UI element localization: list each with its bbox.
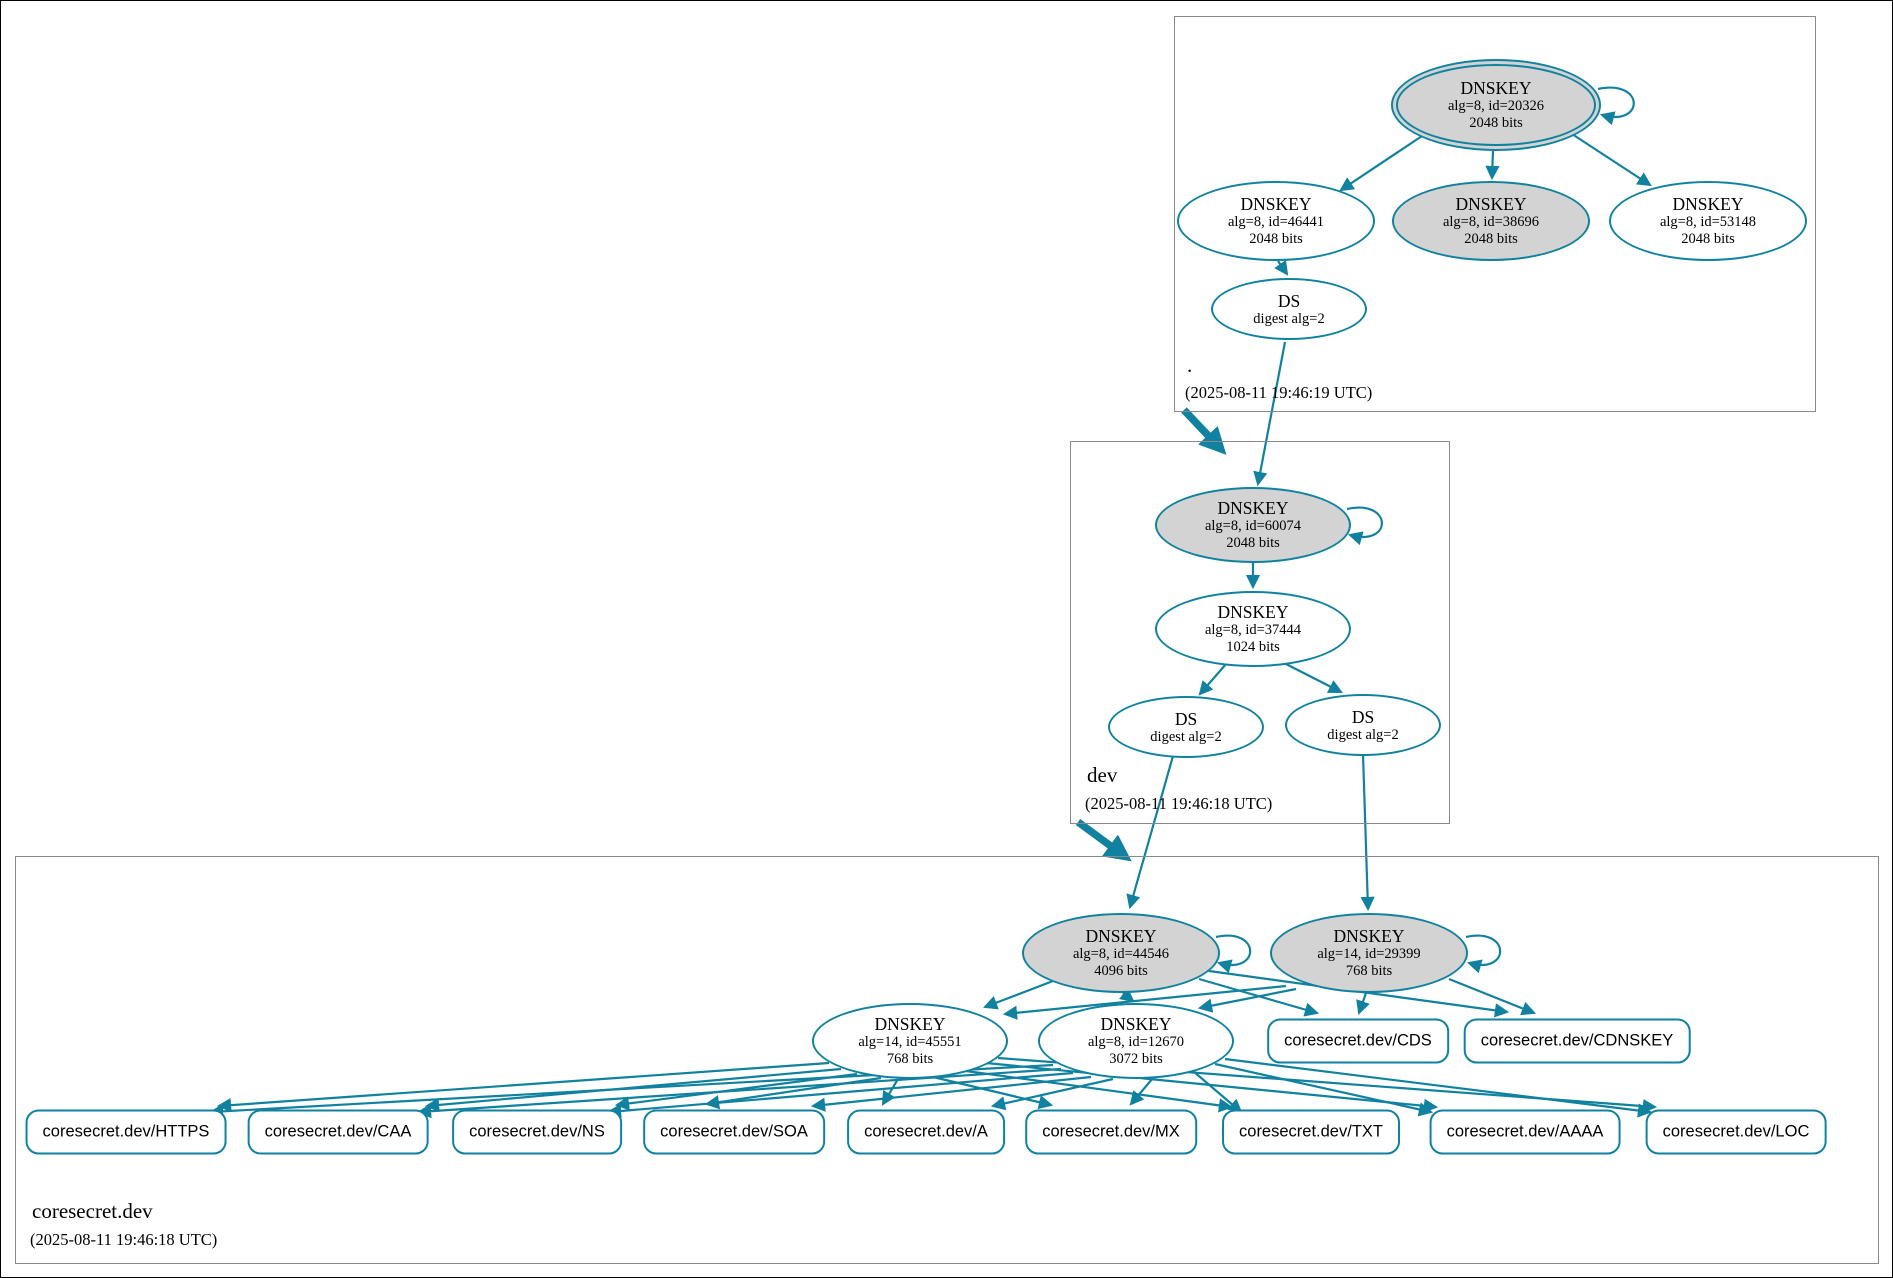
rrset-soa: coresecret.dev/SOA xyxy=(643,1109,825,1155)
node-alg-id: alg=8, id=12670 xyxy=(1087,1034,1185,1051)
dev-zone-label: dev xyxy=(1087,763,1118,787)
rrset-txt: coresecret.dev/TXT xyxy=(1222,1109,1400,1155)
dev-ksk-dnskey-node: DNSKEY alg=8, id=60074 2048 bits xyxy=(1155,487,1351,563)
node-alg-id: alg=8, id=38696 xyxy=(1442,214,1540,231)
coresecret-zone-box xyxy=(15,856,1879,1264)
root-zone-box xyxy=(1174,16,1816,412)
node-title: DNSKEY xyxy=(1217,498,1289,519)
coresecret-ksk-29399-node: DNSKEY alg=14, id=29399 768 bits xyxy=(1270,913,1468,993)
dev-ds-left-node: DS digest alg=2 xyxy=(1108,696,1264,758)
rrset-cds: coresecret.dev/CDS xyxy=(1267,1018,1449,1064)
node-bits: 3072 bits xyxy=(1109,1051,1163,1068)
node-alg-id: alg=8, id=20326 xyxy=(1447,98,1545,115)
root-dnskey-53148-node: DNSKEY alg=8, id=53148 2048 bits xyxy=(1609,181,1807,261)
coresecret-zsk-12670-node: DNSKEY alg=8, id=12670 3072 bits xyxy=(1038,1003,1234,1079)
root-zsk-dnskey-node: DNSKEY alg=8, id=46441 2048 bits xyxy=(1177,181,1375,261)
node-title: DS xyxy=(1351,706,1375,727)
rrset-cdnskey: coresecret.dev/CDNSKEY xyxy=(1463,1018,1691,1064)
root-ksk-dnskey-node: DNSKEY alg=8, id=20326 2048 bits xyxy=(1391,59,1601,151)
node-bits: 2048 bits xyxy=(1249,231,1303,248)
root-dnskey-38696-node: DNSKEY alg=8, id=38696 2048 bits xyxy=(1392,181,1590,261)
coresecret-zone-timestamp: (2025-08-11 19:46:18 UTC) xyxy=(30,1230,218,1249)
node-bits: 2048 bits xyxy=(1464,231,1518,248)
node-digest: digest alg=2 xyxy=(1327,726,1399,743)
rrset-ns: coresecret.dev/NS xyxy=(452,1109,622,1155)
node-bits: 768 bits xyxy=(886,1051,934,1068)
coresecret-ksk-44546-node: DNSKEY alg=8, id=44546 4096 bits xyxy=(1022,913,1220,993)
node-digest: digest alg=2 xyxy=(1253,310,1325,327)
node-title: DNSKEY xyxy=(1100,1014,1172,1035)
node-title: DS xyxy=(1174,708,1198,729)
dev-zone-timestamp: (2025-08-11 19:46:18 UTC) xyxy=(1085,794,1273,813)
node-bits: 2048 bits xyxy=(1226,535,1280,552)
root-zone-timestamp: (2025-08-11 19:46:19 UTC) xyxy=(1185,383,1373,402)
node-title: DNSKEY xyxy=(1672,194,1744,215)
rrset-aaaa: coresecret.dev/AAAA xyxy=(1429,1109,1621,1155)
node-bits: 2048 bits xyxy=(1681,231,1735,248)
dev-zone-box xyxy=(1070,441,1450,824)
coresecret-zsk-45551-node: DNSKEY alg=14, id=45551 768 bits xyxy=(812,1003,1008,1079)
node-title: DNSKEY xyxy=(1333,926,1405,947)
rrset-caa: coresecret.dev/CAA xyxy=(247,1109,429,1155)
node-alg-id: alg=14, id=29399 xyxy=(1317,946,1421,963)
node-alg-id: alg=8, id=46441 xyxy=(1227,214,1325,231)
rrset-https: coresecret.dev/HTTPS xyxy=(25,1109,227,1155)
node-title: DNSKEY xyxy=(1455,194,1527,215)
node-title: DNSKEY xyxy=(1460,78,1532,99)
node-alg-id: alg=8, id=44546 xyxy=(1072,946,1170,963)
node-bits: 1024 bits xyxy=(1226,639,1280,656)
node-title: DNSKEY xyxy=(1217,602,1289,623)
node-title: DNSKEY xyxy=(874,1014,946,1035)
node-digest: digest alg=2 xyxy=(1150,728,1222,745)
coresecret-zone-label: coresecret.dev xyxy=(32,1199,153,1223)
rrset-loc: coresecret.dev/LOC xyxy=(1645,1109,1827,1155)
node-bits: 2048 bits xyxy=(1469,115,1523,132)
node-bits: 768 bits xyxy=(1345,963,1393,980)
dev-ds-right-node: DS digest alg=2 xyxy=(1285,694,1441,756)
node-bits: 4096 bits xyxy=(1094,963,1148,980)
root-ds-node: DS digest alg=2 xyxy=(1211,278,1367,340)
node-title: DS xyxy=(1277,290,1301,311)
rrset-mx: coresecret.dev/MX xyxy=(1025,1109,1197,1155)
node-alg-id: alg=14, id=45551 xyxy=(858,1034,962,1051)
node-alg-id: alg=8, id=60074 xyxy=(1204,518,1302,535)
dev-zsk-dnskey-node: DNSKEY alg=8, id=37444 1024 bits xyxy=(1155,591,1351,667)
node-alg-id: alg=8, id=53148 xyxy=(1659,214,1757,231)
node-title: DNSKEY xyxy=(1085,926,1157,947)
root-zone-label: . xyxy=(1187,353,1193,377)
node-alg-id: alg=8, id=37444 xyxy=(1204,622,1302,639)
node-title: DNSKEY xyxy=(1240,194,1312,215)
rrset-a: coresecret.dev/A xyxy=(847,1109,1005,1155)
